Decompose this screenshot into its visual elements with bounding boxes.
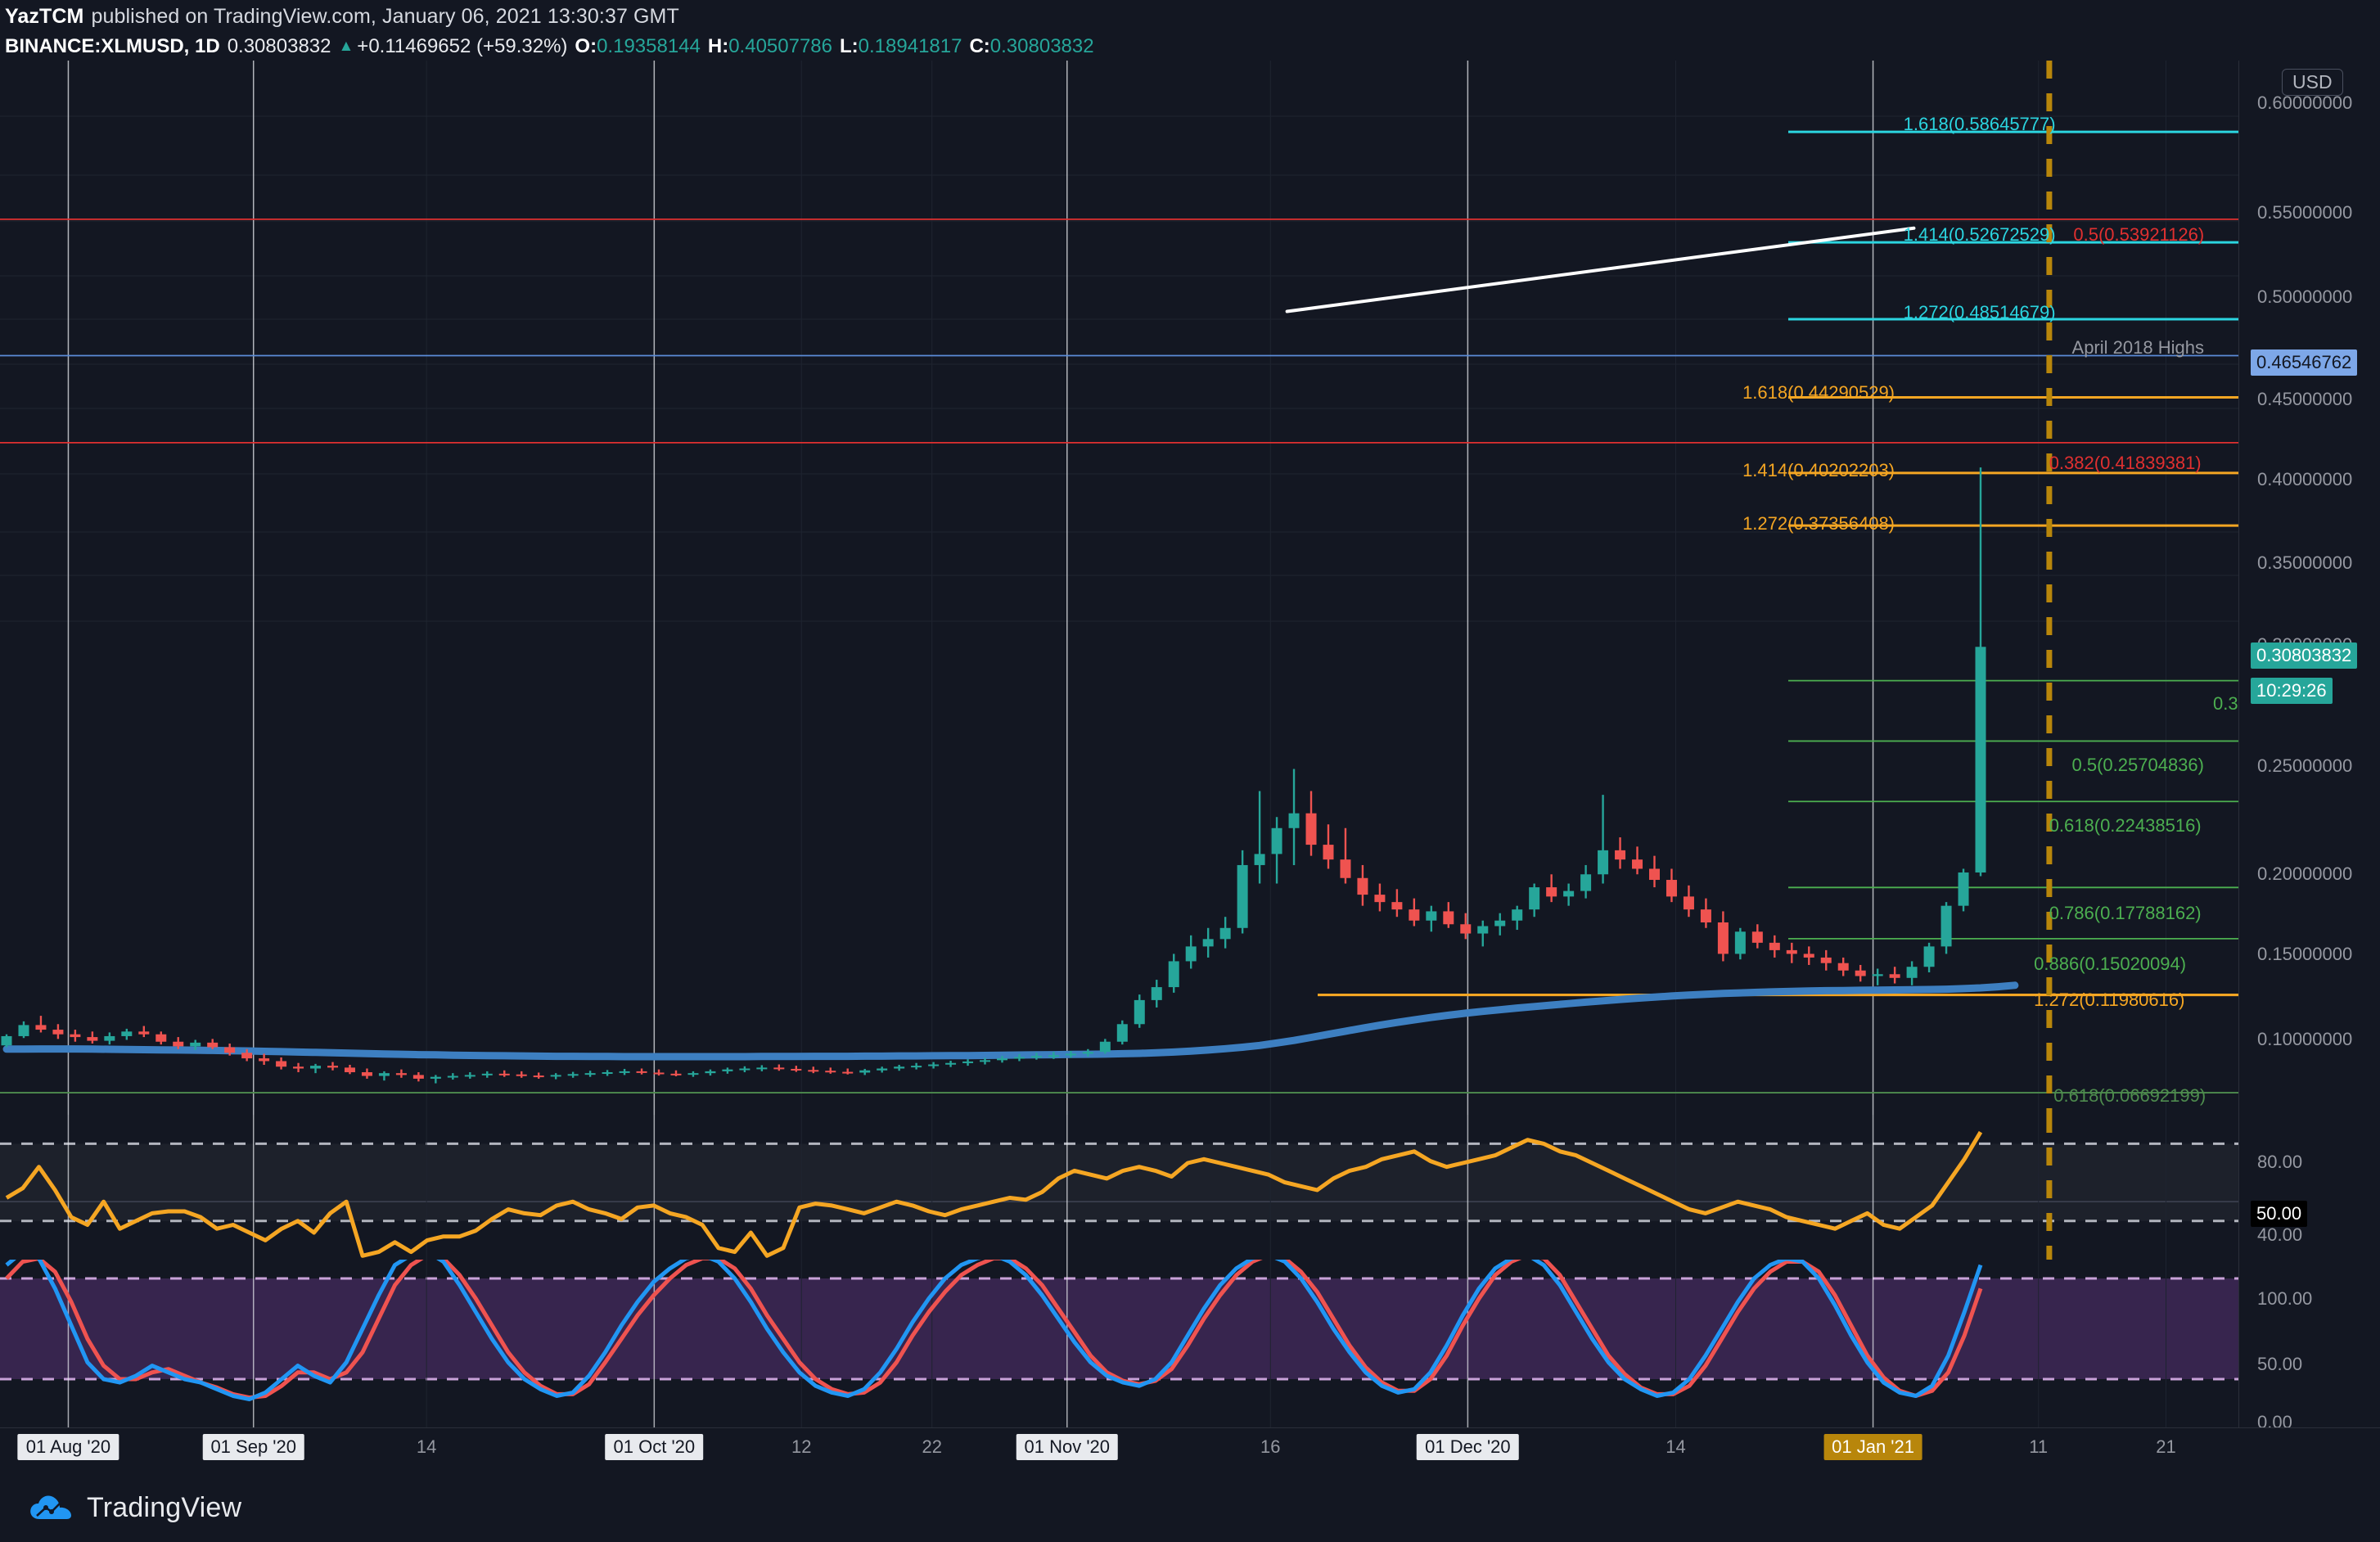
- ohlc-legend: BINANCE:XLMUSD, 1D 0.30803832 ▲ +0.11469…: [0, 33, 2380, 61]
- low-value: 0.18941817: [858, 35, 962, 57]
- up-arrow-icon: ▲: [338, 38, 354, 55]
- bar-countdown-tag: 10:29:26: [2251, 677, 2333, 704]
- price-change: +0.11469652 (+59.32%): [357, 35, 568, 57]
- high-label: H:: [707, 35, 729, 57]
- author-name: YazTCM: [5, 4, 84, 28]
- price-tick-4: 0.40000000: [2257, 468, 2353, 489]
- currency-badge: USD: [2282, 69, 2343, 96]
- time-axis[interactable]: [0, 1427, 2380, 1473]
- rsi-tick-2: 40.00: [2257, 1224, 2303, 1246]
- publication-info: published on TradingView.com, January 06…: [91, 4, 679, 28]
- footer: TradingView: [0, 1473, 2380, 1542]
- price-pane[interactable]: [0, 61, 2238, 1115]
- price-tick-10: 0.10000000: [2257, 1029, 2353, 1050]
- price-tick-8: 0.20000000: [2257, 863, 2353, 885]
- stochastic-chart-svg: [0, 1260, 2238, 1427]
- close-label: C:: [969, 35, 990, 57]
- publication-header: YazTCM published on TradingView.com, Jan…: [0, 0, 2380, 33]
- rsi-tick-1: 50.00: [2251, 1201, 2308, 1228]
- rsi-tick-0: 80.00: [2257, 1152, 2303, 1173]
- low-label: L:: [840, 35, 859, 57]
- price-tick-2: 0.50000000: [2257, 286, 2353, 308]
- price-axis[interactable]: USD 0.60000000 0.55000000 0.50000000 0.4500…: [2238, 61, 2380, 1432]
- close-value: 0.30803832: [989, 35, 1094, 57]
- price-tick-0: 0.60000000: [2257, 92, 2353, 114]
- price-tick-7: 0.25000000: [2257, 755, 2353, 777]
- stochastic-pane[interactable]: [0, 1260, 2238, 1427]
- high-value: 0.40507786: [728, 35, 832, 57]
- tradingview-logo-icon: [30, 1495, 71, 1519]
- stoch-tick-0: 100.00: [2257, 1288, 2313, 1310]
- price-tick-1: 0.55000000: [2257, 201, 2353, 223]
- brand-name: TradingView: [87, 1491, 242, 1523]
- price-tick-5: 0.35000000: [2257, 552, 2353, 573]
- rsi-pane[interactable]: [0, 1115, 2238, 1260]
- price-tick-3: 0.45000000: [2257, 388, 2353, 409]
- symbol-label[interactable]: BINANCE:XLMUSD, 1D: [5, 35, 220, 57]
- open-label: O:: [575, 35, 597, 57]
- rsi-chart-svg: [0, 1115, 2238, 1260]
- current-price-tag: 0.30803832: [2251, 642, 2358, 670]
- price-chart-svg: [0, 61, 2238, 1115]
- open-value: 0.19358144: [597, 35, 701, 57]
- stoch-tick-1: 50.00: [2257, 1354, 2303, 1375]
- price-tick-9: 0.15000000: [2257, 944, 2353, 965]
- april-2018-highs-price-tag: 0.46546762: [2251, 349, 2358, 376]
- last-price: 0.30803832: [227, 35, 331, 57]
